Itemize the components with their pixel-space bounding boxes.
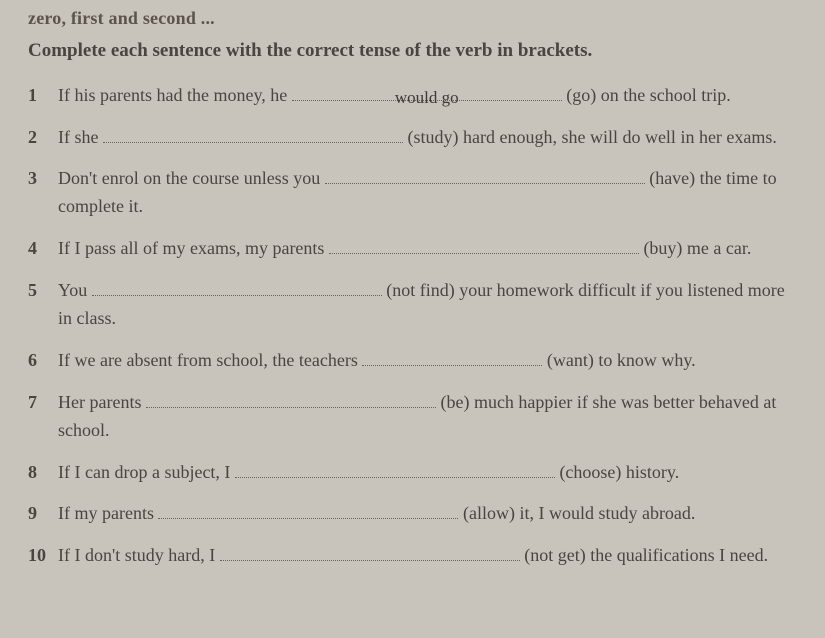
item-text-post: (choose) history. bbox=[555, 462, 679, 482]
fill-in-blank[interactable] bbox=[362, 347, 542, 366]
item-text-pre: If we are absent from school, the teache… bbox=[58, 350, 362, 370]
item-content: If we are absent from school, the teache… bbox=[58, 347, 797, 375]
exercise-item: 7Her parents (be) much happier if she wa… bbox=[28, 389, 797, 445]
exercise-item: 8If I can drop a subject, I (choose) his… bbox=[28, 459, 797, 487]
fill-in-blank[interactable] bbox=[92, 277, 382, 296]
item-text-pre: You bbox=[58, 280, 92, 300]
exercise-instruction: Complete each sentence with the correct … bbox=[28, 39, 797, 64]
item-text-post: (want) to know why. bbox=[542, 350, 695, 370]
item-number: 8 bbox=[28, 459, 58, 487]
cutoff-heading: zero, first and second ... bbox=[28, 8, 797, 29]
item-number: 3 bbox=[28, 165, 58, 221]
item-text-pre: If I don't study hard, I bbox=[58, 545, 220, 565]
fill-in-blank[interactable] bbox=[325, 166, 645, 185]
item-content: If I can drop a subject, I (choose) hist… bbox=[58, 459, 797, 487]
item-number: 6 bbox=[28, 347, 58, 375]
item-content: If my parents (allow) it, I would study … bbox=[58, 500, 797, 528]
exercise-item: 1If his parents had the money, he would … bbox=[28, 82, 797, 110]
fill-in-blank[interactable] bbox=[235, 459, 555, 478]
item-content: If his parents had the money, he would g… bbox=[58, 82, 797, 110]
item-text-pre: If I pass all of my exams, my parents bbox=[58, 238, 329, 258]
exercise-items: 1If his parents had the money, he would … bbox=[28, 82, 797, 571]
item-text-pre: If she bbox=[58, 127, 103, 147]
item-content: If I pass all of my exams, my parents (b… bbox=[58, 235, 797, 263]
item-text-post: (not get) the qualifications I need. bbox=[520, 545, 768, 565]
exercise-item: 10If I don't study hard, I (not get) the… bbox=[28, 542, 797, 570]
item-number: 5 bbox=[28, 277, 58, 333]
item-text-post: (buy) me a car. bbox=[639, 238, 751, 258]
item-content: Don't enrol on the course unless you (ha… bbox=[58, 165, 797, 221]
item-text-post: (study) hard enough, she will do well in… bbox=[403, 127, 777, 147]
fill-in-blank[interactable] bbox=[103, 124, 403, 143]
item-content: If she (study) hard enough, she will do … bbox=[58, 124, 797, 152]
item-content: If I don't study hard, I (not get) the q… bbox=[58, 542, 797, 570]
item-text-pre: If I can drop a subject, I bbox=[58, 462, 235, 482]
item-text-pre: Don't enrol on the course unless you bbox=[58, 168, 325, 188]
item-text-post: (go) on the school trip. bbox=[562, 85, 731, 105]
exercise-item: 4If I pass all of my exams, my parents (… bbox=[28, 235, 797, 263]
item-number: 4 bbox=[28, 235, 58, 263]
fill-in-blank[interactable] bbox=[158, 501, 458, 520]
item-number: 1 bbox=[28, 82, 58, 110]
item-number: 9 bbox=[28, 500, 58, 528]
fill-in-blank[interactable] bbox=[146, 389, 436, 408]
item-number: 2 bbox=[28, 124, 58, 152]
exercise-item: 6If we are absent from school, the teach… bbox=[28, 347, 797, 375]
exercise-item: 9If my parents (allow) it, I would study… bbox=[28, 500, 797, 528]
fill-in-blank[interactable] bbox=[220, 542, 520, 561]
fill-in-blank[interactable] bbox=[329, 235, 639, 254]
exercise-item: 3Don't enrol on the course unless you (h… bbox=[28, 165, 797, 221]
item-number: 7 bbox=[28, 389, 58, 445]
item-number: 10 bbox=[28, 542, 58, 570]
fill-in-blank[interactable]: would go bbox=[292, 82, 562, 101]
exercise-item: 2If she (study) hard enough, she will do… bbox=[28, 124, 797, 152]
item-text-pre: If my parents bbox=[58, 503, 158, 523]
exercise-item: 5You (not find) your homework difficult … bbox=[28, 277, 797, 333]
item-content: You (not find) your homework difficult i… bbox=[58, 277, 797, 333]
item-text-post: (allow) it, I would study abroad. bbox=[458, 503, 695, 523]
item-text-pre: Her parents bbox=[58, 392, 146, 412]
item-text-pre: If his parents had the money, he bbox=[58, 85, 292, 105]
item-content: Her parents (be) much happier if she was… bbox=[58, 389, 797, 445]
handwritten-answer: would go bbox=[395, 88, 459, 107]
